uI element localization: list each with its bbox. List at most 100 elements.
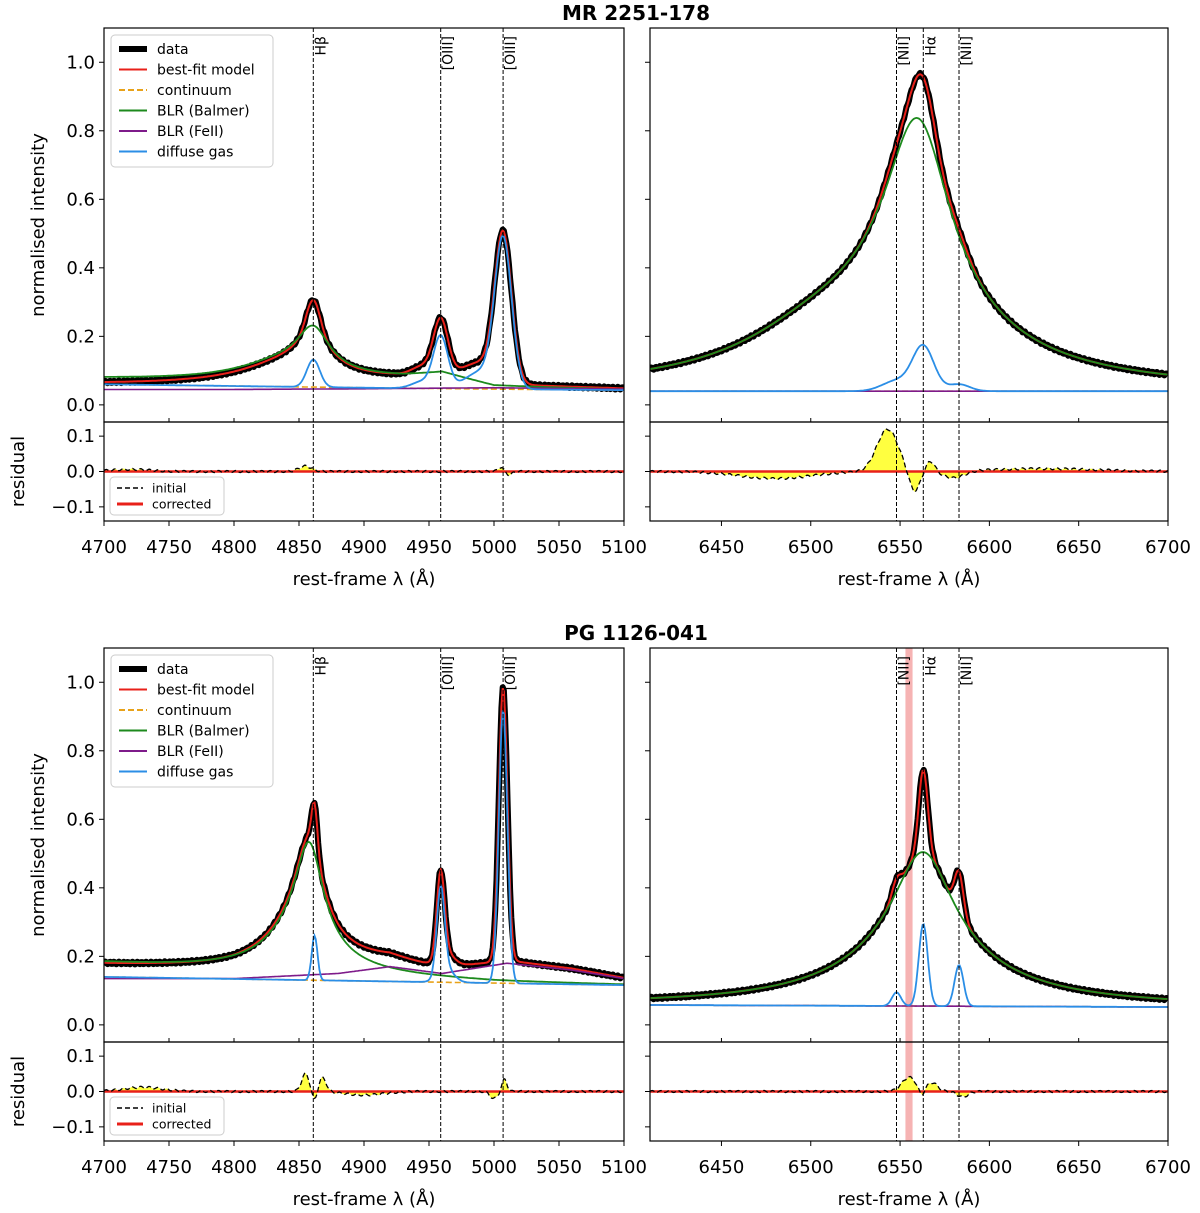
legend-label-diffuse: diffuse gas — [157, 765, 233, 781]
panel-0-right-plot — [650, 69, 1168, 493]
panel-0-left: Hβ [OIII] [OIII] 0.0 0.2 0.4 0.6 0.8 1.0 −0.1 0.0 0… — [8, 27, 647, 590]
panel-0-right: [NII] Hα [NII] 6450 6500 6550 6600 6650 6700 rest… — [645, 27, 1191, 590]
data-series — [104, 226, 624, 393]
feii-series — [104, 386, 624, 391]
residual-fill — [650, 429, 1168, 492]
x-tick-label: 6700 — [1145, 537, 1191, 558]
x-tick-label: 4950 — [406, 537, 452, 558]
legend-label-data: data — [157, 662, 189, 678]
x-axis-label: rest-frame λ (Å) — [838, 568, 981, 590]
legend-main: data best-fit model continuum BLR (Balmer) B… — [110, 654, 274, 788]
x-tick-label: 4750 — [146, 1157, 192, 1178]
line-marker-label: [NII] — [896, 656, 912, 686]
y-tick-label: 0.8 — [66, 741, 95, 762]
res-y-tick-label: 0.1 — [66, 1046, 95, 1067]
line-marker-label: Hβ — [313, 36, 329, 55]
line-marker-label: [OIII] — [503, 36, 519, 70]
legend-label-feii: BLR (FeII) — [157, 744, 224, 760]
x-tick-label: 4750 — [146, 537, 192, 558]
y-tick-label: 0.0 — [66, 1015, 95, 1036]
legend-label-model: best-fit model — [157, 63, 255, 79]
legend-label-corrected: corrected — [152, 1117, 211, 1132]
x-tick-label: 5000 — [471, 1157, 517, 1178]
legend-label-feii: BLR (FeII) — [157, 124, 224, 140]
line-marker-label: [OIII] — [441, 36, 457, 70]
y-tick-label: 0.6 — [66, 809, 95, 830]
y-tick-label: 0.4 — [66, 878, 95, 899]
x-axis-label: rest-frame λ (Å) — [293, 568, 436, 590]
x-tick-label: 5100 — [601, 1157, 647, 1178]
x-tick-label: 6650 — [1056, 537, 1102, 558]
x-tick-label: 6600 — [966, 1157, 1012, 1178]
y-tick-label: 0.0 — [66, 395, 95, 416]
y-tick-label: 0.4 — [66, 258, 95, 279]
res-y-axis-label: residual — [8, 436, 29, 507]
panel-title: PG 1126-041 — [564, 621, 708, 645]
diffuse-series — [104, 710, 624, 986]
res-y-tick-label: 0.0 — [66, 1082, 95, 1103]
x-tick-label: 4850 — [276, 1157, 322, 1178]
x-tick-label: 6650 — [1056, 1157, 1102, 1178]
legend-label-balmer: BLR (Balmer) — [157, 104, 250, 120]
line-marker-label: [NII] — [959, 656, 975, 686]
diffuse-series — [650, 923, 1168, 1008]
legend-label-initial: initial — [152, 1101, 186, 1116]
y-tick-label: 0.2 — [66, 326, 95, 347]
legend-label-diffuse: diffuse gas — [157, 145, 233, 161]
x-tick-label: 6550 — [877, 537, 923, 558]
legend-label-cont: continuum — [157, 703, 232, 719]
x-axis-label: rest-frame λ (Å) — [838, 1188, 981, 1210]
x-tick-label: 4700 — [81, 1157, 127, 1178]
balmer-series — [650, 116, 1168, 376]
x-tick-label: 4850 — [276, 537, 322, 558]
y-tick-label: 1.0 — [66, 52, 95, 73]
x-tick-label: 4900 — [341, 1157, 387, 1178]
x-tick-label: 6450 — [699, 1157, 745, 1178]
initial-residual-line — [104, 464, 624, 477]
line-marker-label: [NII] — [959, 36, 975, 66]
legend-label-initial: initial — [152, 481, 186, 496]
res-y-tick-label: 0.0 — [66, 462, 95, 483]
res-y-tick-label: −0.1 — [51, 1117, 95, 1138]
x-tick-label: 4950 — [406, 1157, 452, 1178]
y-axis-label: normalised intensity — [28, 753, 49, 937]
legend-main: data best-fit model continuum BLR (Balmer) B… — [110, 34, 274, 168]
legend-label-cont: continuum — [157, 83, 232, 99]
highlight-band — [905, 648, 913, 1141]
y-tick-label: 1.0 — [66, 672, 95, 693]
line-marker-label: Hβ — [313, 656, 329, 675]
model-series — [650, 73, 1168, 376]
panel-title: MR 2251-178 — [562, 1, 710, 25]
panel-1-left: Hβ [OIII] [OIII] 0.0 0.2 0.4 0.6 0.8 1.0 −0.1 0.0 0… — [8, 647, 647, 1210]
legend-label-corrected: corrected — [152, 497, 211, 512]
y-axis-label: normalised intensity — [28, 133, 49, 317]
x-tick-label: 5000 — [471, 537, 517, 558]
x-axis-label: rest-frame λ (Å) — [293, 1188, 436, 1210]
initial-residual-line — [650, 1075, 1168, 1098]
model-series — [104, 228, 624, 390]
residual-fill — [104, 1073, 624, 1099]
balmer-series — [104, 324, 624, 391]
diffuse-series — [650, 343, 1168, 393]
legend-box — [110, 34, 274, 168]
balmer-series — [104, 841, 624, 986]
x-tick-label: 6450 — [699, 537, 745, 558]
x-tick-label: 4800 — [211, 537, 257, 558]
initial-residual-line — [104, 1072, 624, 1100]
x-tick-label: 4800 — [211, 1157, 257, 1178]
x-tick-label: 4700 — [81, 537, 127, 558]
x-tick-label: 5100 — [601, 537, 647, 558]
res-y-axis-label: residual — [8, 1056, 29, 1127]
x-tick-label: 5050 — [536, 1157, 582, 1178]
panel-1-left-plot — [104, 684, 624, 1100]
x-tick-label: 6600 — [966, 537, 1012, 558]
initial-residual-line — [650, 428, 1168, 493]
y-tick-label: 0.8 — [66, 121, 95, 142]
x-tick-label: 6500 — [788, 537, 834, 558]
line-marker-label: [NII] — [896, 36, 912, 66]
x-tick-label: 6700 — [1145, 1157, 1191, 1178]
diffuse-series — [104, 234, 624, 391]
panel-1-right: [NII] Hα [NII] 6450 6500 6550 6600 6650 6700 rest… — [645, 647, 1191, 1210]
